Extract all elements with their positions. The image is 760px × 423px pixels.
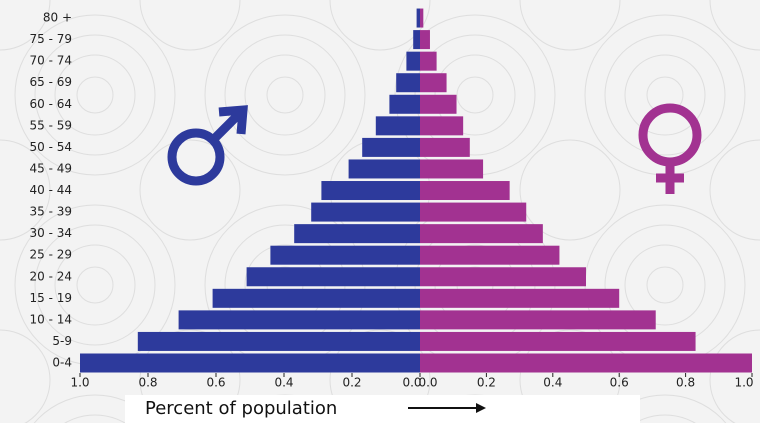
x-tick-label: 0.6 xyxy=(610,376,629,390)
female-bar xyxy=(420,94,457,114)
male-bar xyxy=(362,137,420,157)
category-label: 10 - 14 xyxy=(30,312,73,326)
category-label: 30 - 34 xyxy=(30,226,73,240)
male-bar xyxy=(137,331,421,351)
female-bar xyxy=(420,73,447,93)
category-label: 65 - 69 xyxy=(30,75,73,89)
female-bar xyxy=(420,159,484,179)
male-bar xyxy=(270,245,420,265)
female-bar xyxy=(420,288,620,308)
female-bar xyxy=(420,30,430,50)
female-bar xyxy=(420,8,424,28)
category-label: 0-4 xyxy=(52,356,72,370)
female-bar xyxy=(420,267,586,287)
male-bar xyxy=(178,310,420,330)
male-bar xyxy=(389,94,420,114)
x-tick-label: 0.8 xyxy=(676,376,695,390)
x-tick-label: 1.0 xyxy=(734,376,753,390)
category-label: 55 - 59 xyxy=(30,118,73,132)
male-bar xyxy=(80,353,420,373)
x-tick-label: 0.4 xyxy=(274,376,293,390)
male-bar xyxy=(416,8,420,28)
category-label: 40 - 44 xyxy=(30,183,73,197)
male-bar xyxy=(413,30,420,50)
male-bar xyxy=(212,288,420,308)
x-tick-label: 0.0 xyxy=(402,376,421,390)
male-bar xyxy=(375,116,420,136)
male-bar xyxy=(246,267,420,287)
category-label: 80 + xyxy=(43,11,72,25)
male-bar xyxy=(321,181,420,201)
axis-arrow xyxy=(408,403,486,413)
x-tick-label: 0.2 xyxy=(477,376,496,390)
x-tick-label: 1.0 xyxy=(70,376,89,390)
x-tick-label: 0.0 xyxy=(418,376,437,390)
male-bar xyxy=(396,73,420,93)
category-label: 20 - 24 xyxy=(30,269,73,283)
x-tick-label: 0.8 xyxy=(138,376,157,390)
category-label: 15 - 19 xyxy=(30,291,73,305)
female-symbol xyxy=(638,103,702,194)
axis-label-box xyxy=(125,395,640,423)
female-bar xyxy=(420,137,470,157)
x-tick-label: 0.2 xyxy=(342,376,361,390)
male-symbol xyxy=(167,105,248,186)
female-bar xyxy=(420,245,560,265)
category-label: 45 - 49 xyxy=(30,161,73,175)
category-label: 70 - 74 xyxy=(30,54,73,68)
male-bar xyxy=(294,224,420,244)
male-bar xyxy=(311,202,420,222)
female-bar xyxy=(420,310,656,330)
female-bar xyxy=(420,224,543,244)
category-label: 75 - 79 xyxy=(30,32,73,46)
x-tick-label: 0.6 xyxy=(206,376,225,390)
male-bar xyxy=(406,51,420,71)
female-bar xyxy=(420,331,696,351)
x-tick-label: 0.4 xyxy=(543,376,562,390)
category-label: 50 - 54 xyxy=(30,140,73,154)
category-label: 60 - 64 xyxy=(30,97,73,111)
female-bar xyxy=(420,202,527,222)
female-bar xyxy=(420,181,510,201)
female-bar xyxy=(420,51,437,71)
female-bar xyxy=(420,353,752,373)
female-bar xyxy=(420,116,464,136)
category-label: 35 - 39 xyxy=(30,205,73,219)
x-axis-label: Percent of population xyxy=(145,398,337,419)
category-label: 25 - 29 xyxy=(30,248,73,262)
category-label: 5-9 xyxy=(52,334,72,348)
male-bar xyxy=(348,159,420,179)
